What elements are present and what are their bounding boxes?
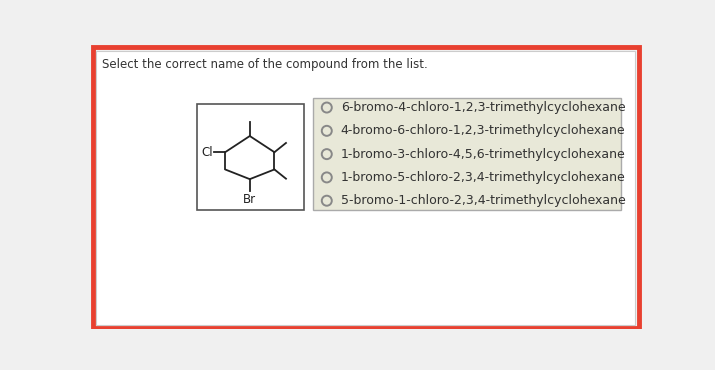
Text: 6-bromo-4-chloro-1,2,3-trimethylcyclohexane: 6-bromo-4-chloro-1,2,3-trimethylcyclohex… — [340, 101, 625, 114]
Text: Cl: Cl — [201, 146, 213, 159]
Text: 1-bromo-5-chloro-2,3,4-trimethylcyclohexane: 1-bromo-5-chloro-2,3,4-trimethylcyclohex… — [340, 171, 626, 184]
Text: 4-bromo-6-chloro-1,2,3-trimethylcyclohexane: 4-bromo-6-chloro-1,2,3-trimethylcyclohex… — [340, 124, 625, 137]
Text: Select the correct name of the compound from the list.: Select the correct name of the compound … — [102, 58, 428, 71]
Text: Br: Br — [243, 193, 257, 206]
FancyBboxPatch shape — [313, 98, 621, 210]
FancyBboxPatch shape — [96, 51, 635, 325]
Text: 1-bromo-3-chloro-4,5,6-trimethylcyclohexane: 1-bromo-3-chloro-4,5,6-trimethylcyclohex… — [340, 148, 626, 161]
FancyBboxPatch shape — [93, 47, 639, 328]
Text: 5-bromo-1-chloro-2,3,4-trimethylcyclohexane: 5-bromo-1-chloro-2,3,4-trimethylcyclohex… — [340, 194, 626, 207]
FancyBboxPatch shape — [197, 104, 304, 210]
